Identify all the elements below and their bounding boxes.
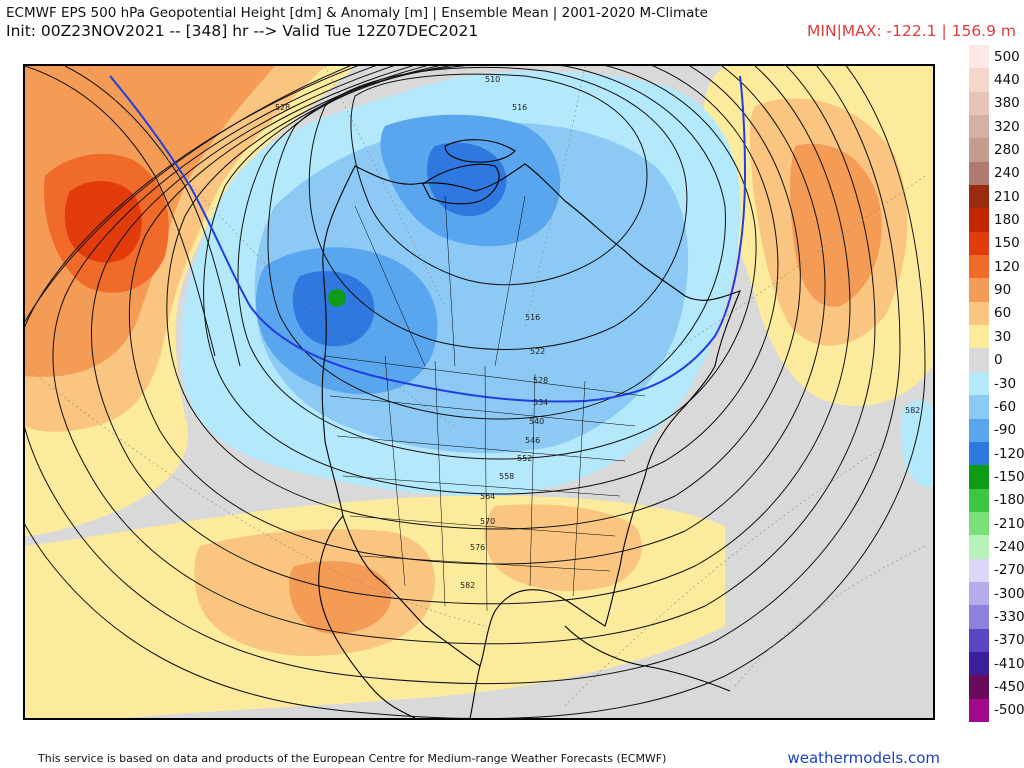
colorbar-label: -60 xyxy=(994,398,1017,415)
colorbar-swatch xyxy=(969,675,989,700)
colorbar-label: -120 xyxy=(994,445,1024,462)
colorbar-swatch xyxy=(969,325,989,349)
colorbar-label: 180 xyxy=(994,212,1020,229)
init-valid-line: Init: 00Z23NOV2021 -- [348] hr --> Valid… xyxy=(6,22,479,40)
colorbar-label: 280 xyxy=(994,142,1020,159)
colorbar-swatch xyxy=(969,488,989,513)
colorbar-swatch xyxy=(969,115,989,139)
data-attribution: This service is based on data and produc… xyxy=(38,752,667,765)
colorbar-label: 150 xyxy=(994,235,1020,252)
colorbar-label: -150 xyxy=(994,468,1024,485)
colorbar-swatch xyxy=(969,91,989,116)
colorbar-swatch xyxy=(969,605,989,630)
anomaly-colorbar xyxy=(969,45,989,723)
colorbar-label: 60 xyxy=(994,305,1012,322)
contour-labels: 510 516 516 522 528 534 540 546 552 558 … xyxy=(275,75,920,590)
colorbar-label: -330 xyxy=(994,608,1024,625)
political-boundaries xyxy=(324,195,646,612)
colorbar-swatch xyxy=(969,395,989,420)
colorbar-swatch xyxy=(969,465,989,490)
contour-label: 540 xyxy=(529,417,544,426)
colorbar-label: 90 xyxy=(994,282,1012,299)
colorbar-label: -90 xyxy=(994,422,1017,439)
lat-lon-grid xyxy=(25,66,926,707)
colorbar-swatch xyxy=(969,68,989,93)
colorbar-label: -30 xyxy=(994,375,1017,392)
contour-label: 510 xyxy=(485,75,500,84)
colorbar-label: 320 xyxy=(994,118,1020,135)
colorbar-label: 500 xyxy=(994,48,1020,65)
height-contours xyxy=(25,66,926,718)
map-title: ECMWF EPS 500 hPa Geopotential Height [d… xyxy=(6,5,708,21)
colorbar-swatch xyxy=(969,511,989,536)
colorbar-label: -300 xyxy=(994,585,1024,602)
contour-label: 576 xyxy=(470,543,485,552)
pacific-ridge-anomaly xyxy=(25,66,355,536)
colorbar-label: -270 xyxy=(994,562,1024,579)
brand-link[interactable]: weathermodels.com xyxy=(787,749,940,767)
atlantic-ridge-anomaly xyxy=(704,66,933,406)
minmax-readout: MIN|MAX: -122.1 | 156.9 m xyxy=(807,22,1016,40)
colorbar-label: -410 xyxy=(994,655,1024,672)
colorbar-swatch xyxy=(969,581,989,606)
colorbar-swatch xyxy=(969,45,989,69)
colorbar-label: -210 xyxy=(994,515,1024,532)
contour-label: 522 xyxy=(530,347,545,356)
contour-label: 516 xyxy=(512,103,527,112)
colorbar-label: 120 xyxy=(994,258,1020,275)
contour-label: 570 xyxy=(480,517,495,526)
colorbar-swatch xyxy=(969,255,989,279)
colorbar-label: -240 xyxy=(994,538,1024,555)
colorbar-swatch xyxy=(969,138,989,163)
contour-label: 528 xyxy=(533,376,548,385)
coastlines xyxy=(318,139,741,718)
contour-label: 564 xyxy=(480,492,495,501)
contour-label: 516 xyxy=(525,313,540,322)
contour-label: 552 xyxy=(517,454,532,463)
colorbar-label: 440 xyxy=(994,72,1020,89)
colorbar-swatch xyxy=(969,278,989,303)
colorbar-swatch xyxy=(969,371,989,396)
colorbar-label: -500 xyxy=(994,702,1024,719)
colorbar-swatch xyxy=(969,628,989,653)
anomaly-map: 510 516 516 522 528 534 540 546 552 558 … xyxy=(23,64,935,720)
colorbar-label: -180 xyxy=(994,492,1024,509)
colorbar-swatch xyxy=(969,441,989,466)
colorbar-label: 380 xyxy=(994,95,1020,112)
colorbar-swatch xyxy=(969,208,989,233)
colorbar-label: 30 xyxy=(994,328,1012,345)
contour-label: 582 xyxy=(905,406,920,415)
reference-contours-540 xyxy=(109,75,747,403)
colorbar-swatch xyxy=(969,698,989,723)
contour-label: 528 xyxy=(275,103,290,112)
colorbar-swatch xyxy=(969,651,989,676)
colorbar-label: 210 xyxy=(994,188,1020,205)
colorbar-label: -370 xyxy=(994,632,1024,649)
colorbar-swatch xyxy=(969,231,989,256)
colorbar-swatch xyxy=(969,185,989,209)
colorbar-swatch xyxy=(969,558,989,583)
canada-trough-anomaly xyxy=(180,71,741,497)
contour-label: 582 xyxy=(460,581,475,590)
subtropical-warm-anomaly xyxy=(25,495,725,718)
colorbar-swatch xyxy=(969,348,989,373)
colorbar-swatch xyxy=(969,161,989,186)
colorbar-swatch xyxy=(969,535,989,560)
min-anomaly-spot xyxy=(328,289,346,307)
contour-label: 558 xyxy=(499,472,514,481)
colorbar-swatch xyxy=(969,418,989,443)
contour-label: 546 xyxy=(525,436,540,445)
colorbar-label: -450 xyxy=(994,678,1024,695)
colorbar-label: 240 xyxy=(994,165,1020,182)
colorbar-swatch xyxy=(969,301,989,326)
colorbar-label: 0 xyxy=(994,352,1003,369)
contour-label: 534 xyxy=(533,398,548,407)
